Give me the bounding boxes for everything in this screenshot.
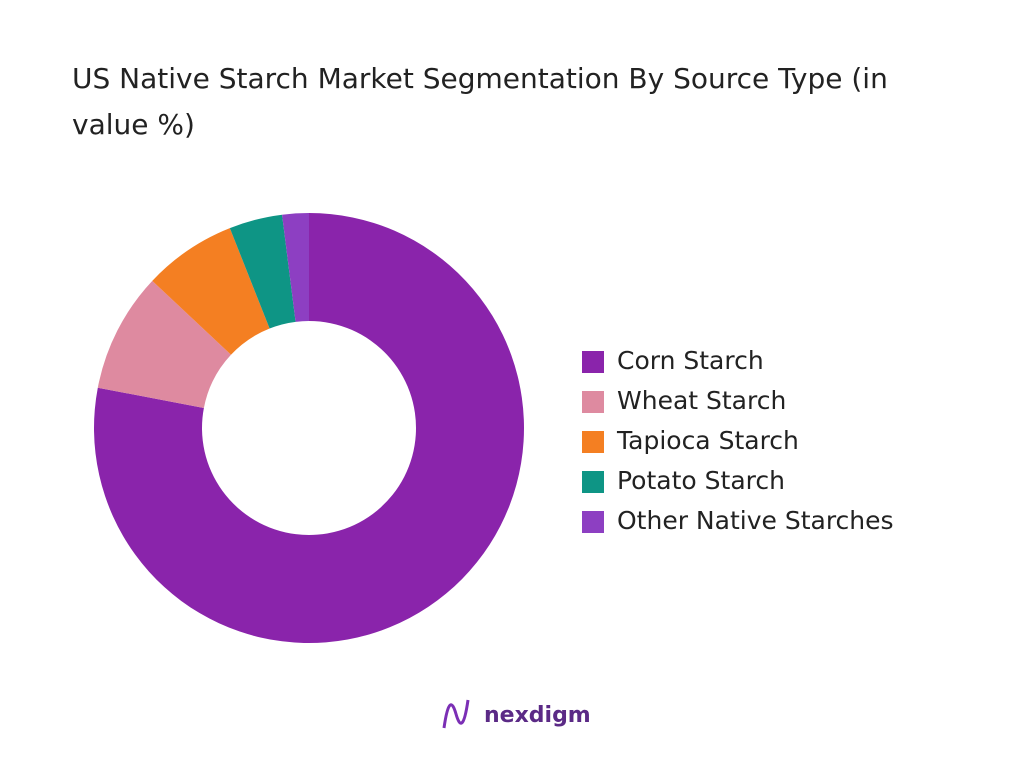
legend-label: Wheat Starch [617, 386, 786, 415]
chart-title: US Native Starch Market Segmentation By … [72, 62, 888, 141]
donut-slice [282, 213, 309, 322]
logo-text: nexdigm [484, 703, 591, 728]
legend-swatch [582, 511, 604, 533]
donut-slice [94, 213, 525, 644]
legend-swatch [582, 431, 604, 453]
legend-swatch [582, 471, 604, 493]
legend-label: Tapioca Starch [616, 426, 799, 455]
legend-swatch [582, 391, 604, 413]
legend-label: Potato Starch [617, 466, 785, 495]
logo-icon [442, 699, 470, 729]
legend-label: Other Native Starches [617, 506, 894, 535]
donut-slice [229, 214, 296, 329]
donut-slice [97, 280, 232, 408]
legend-label: Corn Starch [617, 346, 764, 375]
legend-swatch [582, 351, 604, 373]
donut-slice [152, 228, 270, 355]
